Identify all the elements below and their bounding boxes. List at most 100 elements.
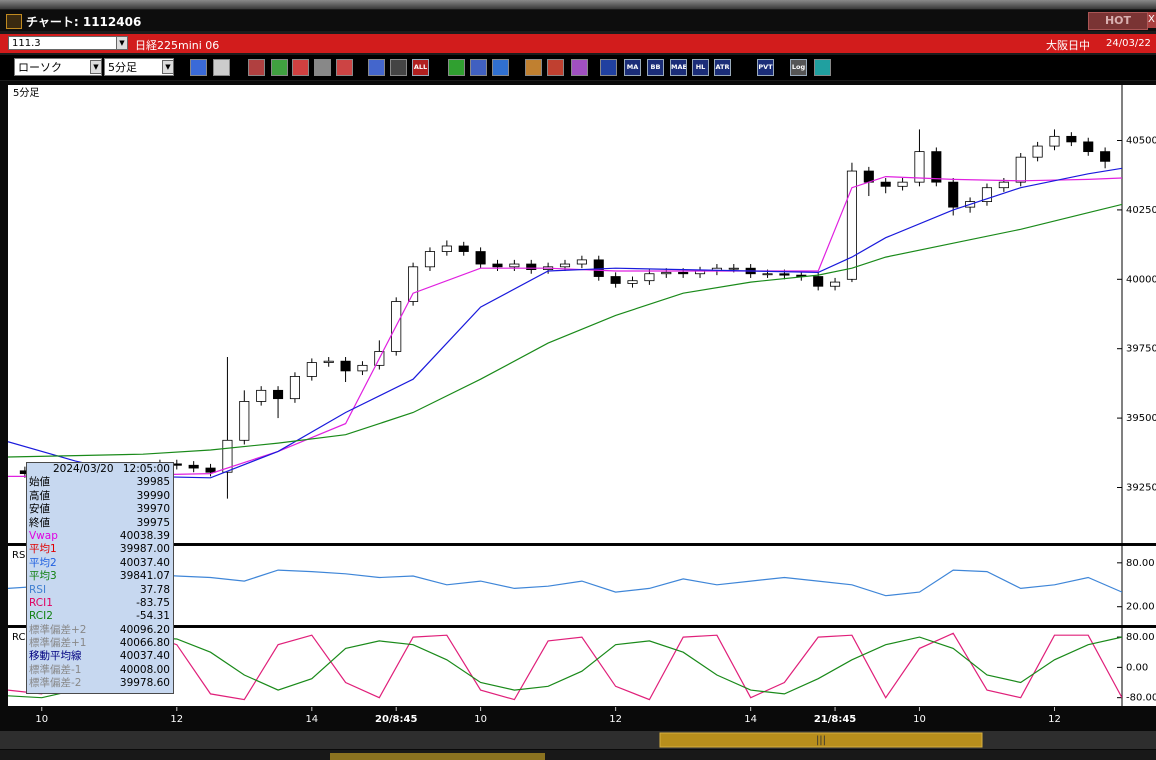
dropdown-arrow[interactable]: ▼ xyxy=(162,60,174,74)
toolbar-icon[interactable] xyxy=(492,59,509,76)
x-tick-label: 10 xyxy=(35,714,48,725)
info-value: 39987.00 xyxy=(119,543,170,556)
info-label: 標準偏差+1 xyxy=(29,637,87,650)
toolbar-button[interactable]: ATR xyxy=(714,59,731,76)
toolbar-icon[interactable] xyxy=(292,59,309,76)
scrollbar-thumb[interactable] xyxy=(659,732,983,748)
x-tick-label: 20/8:45 xyxy=(375,714,417,725)
date: 24/03/22 xyxy=(1106,38,1151,49)
candle-body xyxy=(661,271,672,275)
candle-body xyxy=(762,273,773,276)
toolbar-button[interactable]: ALL xyxy=(412,59,429,76)
toolbar-icon[interactable] xyxy=(448,59,465,76)
info-value: 40038.39 xyxy=(119,529,170,542)
info-row: 平均3 39841.07 xyxy=(27,570,173,583)
toolbar-icon[interactable] xyxy=(571,59,588,76)
candle-body xyxy=(880,181,891,187)
toolbar-icon[interactable] xyxy=(314,59,331,76)
info-value: 39841.07 xyxy=(119,570,170,583)
toolbar-icon[interactable] xyxy=(814,59,831,76)
toolbar-button[interactable]: Log xyxy=(790,59,807,76)
y-tick-label: 40500 xyxy=(1126,136,1156,147)
toolbar-icon[interactable] xyxy=(248,59,265,76)
toolbar-icon[interactable] xyxy=(190,59,207,76)
info-row: 標準偏差+1 40066.80 xyxy=(27,637,173,650)
y-tick-label: 20.00 xyxy=(1126,602,1155,613)
toolbar-icon[interactable] xyxy=(547,59,564,76)
info-label: 移動平均線 xyxy=(29,650,82,663)
toolbar-icon[interactable] xyxy=(525,59,542,76)
candle-body xyxy=(509,263,520,268)
candle-body xyxy=(458,245,469,252)
x-tick-label: 14 xyxy=(744,714,757,725)
info-row: 平均2 40037.40 xyxy=(27,557,173,570)
symbol-code-input[interactable]: 111.3 xyxy=(8,36,124,50)
toolbar-icon[interactable] xyxy=(470,59,487,76)
info-row: 移動平均線 40037.40 xyxy=(27,650,173,663)
toolbar-icon[interactable] xyxy=(390,59,407,76)
toolbar: ローソク ▼ 5分足 ▼ ALL MA BB MAE HL ATR PVT Log xyxy=(0,55,1156,80)
candle-body xyxy=(644,273,655,282)
y-tick-label: -80.00 xyxy=(1126,693,1156,704)
plot-area xyxy=(8,569,1122,597)
y-tick-label: 80.00 xyxy=(1126,558,1155,569)
indicator-line xyxy=(8,632,1122,701)
info-row: 標準偏差-1 40008.00 xyxy=(27,664,173,677)
candle-body xyxy=(1015,156,1026,183)
candle-body xyxy=(846,170,857,280)
indicator-line xyxy=(8,569,1122,597)
info-label: 平均2 xyxy=(29,556,57,569)
toolbar-button[interactable]: PVT xyxy=(757,59,774,76)
info-box: 2024/03/20 12:05:00 始値 39985 高値 39990 安値 3997… xyxy=(26,462,174,694)
info-value: 37.78 xyxy=(139,583,170,596)
chart-style-select[interactable]: ローソク xyxy=(14,58,102,76)
title-bar: チャート: 1112406 HOT X xyxy=(0,10,1156,31)
dropdown-arrow[interactable]: ▼ xyxy=(116,36,128,50)
info-row: 安値 39970 xyxy=(27,503,173,516)
candle-body xyxy=(256,389,267,402)
dropdown-arrow[interactable]: ▼ xyxy=(90,60,102,74)
info-time: 12:05:00 xyxy=(122,463,170,475)
candle-body xyxy=(897,181,908,187)
info-row: RCI2 -54.31 xyxy=(27,610,173,623)
toolbar-icon[interactable] xyxy=(600,59,617,76)
toolbar-button[interactable]: MAE xyxy=(670,59,687,76)
info-value: 40008.00 xyxy=(119,663,170,676)
price-panel xyxy=(8,85,1156,543)
candle-body xyxy=(813,276,824,287)
y-tick-label: 80.00 xyxy=(1126,632,1155,643)
info-label: RCI1 xyxy=(29,596,53,609)
toolbar-button[interactable]: HL xyxy=(692,59,709,76)
toolbar-button[interactable]: BB xyxy=(647,59,664,76)
y-tick-label: 39750 xyxy=(1126,344,1156,355)
panel-title: RCI xyxy=(12,632,28,643)
toolbar-icon[interactable] xyxy=(336,59,353,76)
indicator-line xyxy=(8,167,1122,479)
candle-body xyxy=(779,273,790,276)
candle-body xyxy=(914,151,925,183)
candle-body xyxy=(1032,145,1043,158)
info-row: 終値 39975 xyxy=(27,517,173,530)
top-strip xyxy=(0,0,1156,9)
toolbar-icon[interactable] xyxy=(213,59,230,76)
candle-body xyxy=(239,401,250,441)
symbol-bar: 111.3 ▼ 日経225mini 06 大阪日中 24/03/22 xyxy=(0,34,1156,53)
info-value: -54.31 xyxy=(136,610,170,623)
toolbar-icon[interactable] xyxy=(368,59,385,76)
close-button[interactable]: X xyxy=(1148,12,1156,28)
candle-body xyxy=(340,360,351,372)
info-row: RCI1 -83.75 xyxy=(27,597,173,610)
scrollbar-track xyxy=(0,731,1156,749)
info-value: 40066.80 xyxy=(119,637,170,650)
toolbar-button[interactable]: MA xyxy=(624,59,641,76)
toolbar-icon[interactable] xyxy=(271,59,288,76)
candle-body xyxy=(424,251,436,268)
session: 大阪日中 xyxy=(1046,39,1090,52)
scrollbar-grip: ||| xyxy=(816,735,826,746)
info-value: 39975 xyxy=(136,516,170,529)
info-value: 39990 xyxy=(136,489,170,502)
hot-button[interactable]: HOT xyxy=(1088,12,1148,30)
info-label: 平均1 xyxy=(29,543,57,556)
info-date: 2024/03/20 xyxy=(53,463,114,475)
x-tick-label: 21/8:45 xyxy=(814,714,856,725)
